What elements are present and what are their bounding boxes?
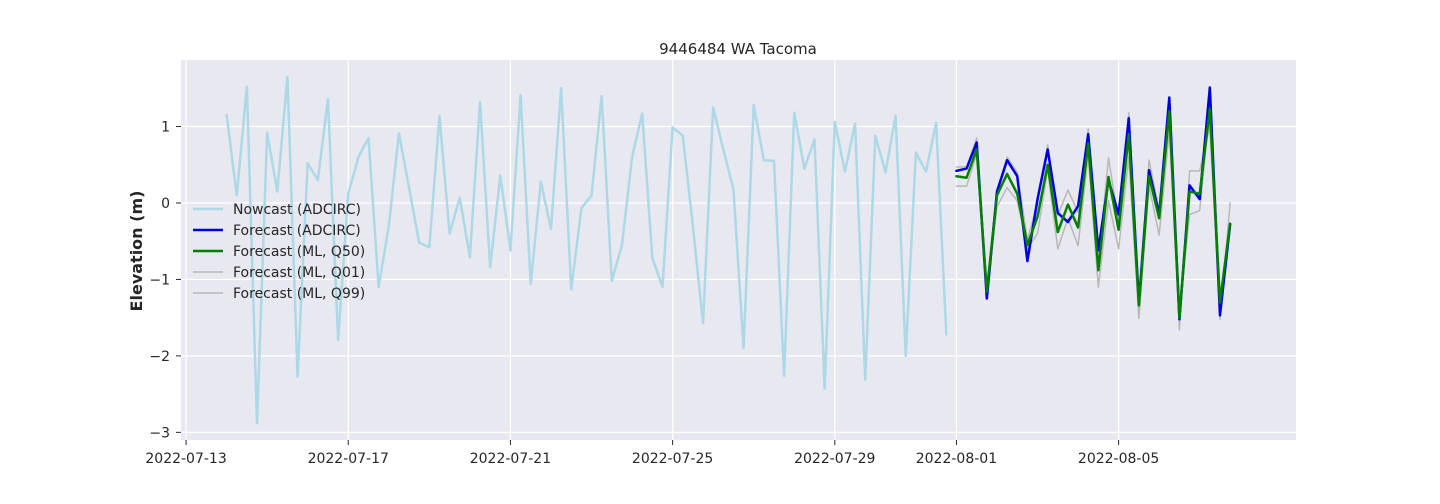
legend-label-forecast-q99: Forecast (ML, Q99)	[233, 286, 365, 302]
y-tick-label: 1	[161, 120, 170, 136]
x-tick-label: 2022-07-29	[794, 451, 875, 467]
y-tick-label: −2	[149, 349, 170, 365]
y-axis-label: Elevation (m)	[127, 191, 146, 312]
y-axis: 1 0 −1 −2 −3	[149, 120, 181, 441]
x-tick-label: 2022-07-17	[308, 451, 389, 467]
x-axis: 2022-07-13 2022-07-17 2022-07-21 2022-07-25…	[145, 440, 1159, 467]
x-tick-label: 2022-08-01	[916, 451, 997, 467]
series-line-forecast-ml-q50	[955, 107, 1232, 319]
legend: Nowcast (ADCIRC) Forecast (ADCIRC) Forec…	[193, 202, 365, 302]
x-tick-label: 2022-07-13	[145, 451, 226, 467]
x-tick-label: 2022-08-05	[1078, 451, 1159, 467]
y-tick-label: −3	[149, 425, 170, 441]
legend-label-nowcast: Nowcast (ADCIRC)	[233, 202, 361, 218]
series-line-nowcast-adcirc	[225, 75, 948, 425]
legend-label-forecast-q01: Forecast (ML, Q01)	[233, 265, 365, 281]
legend-label-forecast-q50: Forecast (ML, Q50)	[233, 244, 365, 260]
y-tick-label: −1	[149, 272, 170, 288]
x-tick-label: 2022-07-25	[632, 451, 713, 467]
chart-title: 9446484 WA Tacoma	[659, 40, 817, 58]
y-tick-label: 0	[161, 196, 170, 212]
series-layer	[225, 75, 1232, 425]
x-tick-label: 2022-07-21	[470, 451, 551, 467]
legend-label-forecast-adcirc: Forecast (ADCIRC)	[233, 223, 361, 239]
